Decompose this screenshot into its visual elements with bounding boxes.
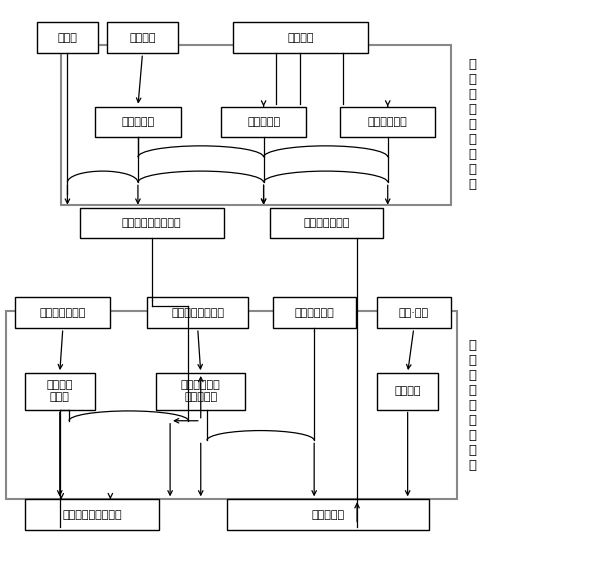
Text: 余剰肥料成分量: 余剰肥料成分量 bbox=[303, 218, 349, 228]
FancyBboxPatch shape bbox=[221, 107, 306, 137]
FancyBboxPatch shape bbox=[6, 311, 457, 499]
Text: 土壌仮比重: 土壌仮比重 bbox=[121, 117, 154, 127]
Text: 施肥基準: 施肥基準 bbox=[394, 387, 421, 396]
FancyBboxPatch shape bbox=[227, 499, 429, 530]
FancyBboxPatch shape bbox=[340, 107, 435, 137]
Text: 元肥候補肥料: 元肥候補肥料 bbox=[294, 308, 334, 318]
Text: 余剰窒素上限: 余剰窒素上限 bbox=[368, 117, 408, 127]
Text: 施
肥
設
計
プ
ロ
グ
ラ
ム: 施 肥 設 計 プ ロ グ ラ ム bbox=[468, 339, 476, 472]
FancyBboxPatch shape bbox=[377, 373, 438, 410]
Text: 分析値: 分析値 bbox=[58, 33, 77, 43]
FancyBboxPatch shape bbox=[15, 297, 110, 328]
FancyBboxPatch shape bbox=[270, 208, 383, 238]
Text: 塩基目標値: 塩基目標値 bbox=[247, 117, 280, 127]
Text: 改良資材供給
肥料成分量: 改良資材供給 肥料成分量 bbox=[181, 380, 221, 402]
Text: 土壌改良候補資材: 土壌改良候補資材 bbox=[171, 308, 224, 318]
Text: 土壌改良資材投入量: 土壌改良資材投入量 bbox=[62, 510, 122, 519]
FancyBboxPatch shape bbox=[233, 22, 368, 53]
FancyBboxPatch shape bbox=[61, 45, 451, 205]
FancyBboxPatch shape bbox=[37, 22, 98, 53]
Text: 肥料投入量: 肥料投入量 bbox=[311, 510, 345, 519]
FancyBboxPatch shape bbox=[80, 208, 224, 238]
FancyBboxPatch shape bbox=[377, 297, 451, 328]
Text: 土壌種類: 土壌種類 bbox=[129, 33, 156, 43]
FancyBboxPatch shape bbox=[147, 297, 248, 328]
Text: 土
壌
診
断
プ
ロ
グ
ラ
ム: 土 壌 診 断 プ ロ グ ラ ム bbox=[468, 58, 476, 191]
Text: 圃場種類: 圃場種類 bbox=[287, 33, 314, 43]
FancyBboxPatch shape bbox=[156, 373, 245, 410]
Text: 堆肥供給
成分量: 堆肥供給 成分量 bbox=[47, 380, 73, 402]
FancyBboxPatch shape bbox=[273, 297, 356, 328]
FancyBboxPatch shape bbox=[25, 499, 159, 530]
Text: 堆肥投入予定量: 堆肥投入予定量 bbox=[40, 308, 86, 318]
Text: 作目·作型: 作目·作型 bbox=[398, 308, 429, 318]
FancyBboxPatch shape bbox=[95, 107, 181, 137]
Text: 土壌改良必要成分量: 土壌改良必要成分量 bbox=[122, 218, 181, 228]
FancyBboxPatch shape bbox=[107, 22, 178, 53]
FancyBboxPatch shape bbox=[25, 373, 95, 410]
